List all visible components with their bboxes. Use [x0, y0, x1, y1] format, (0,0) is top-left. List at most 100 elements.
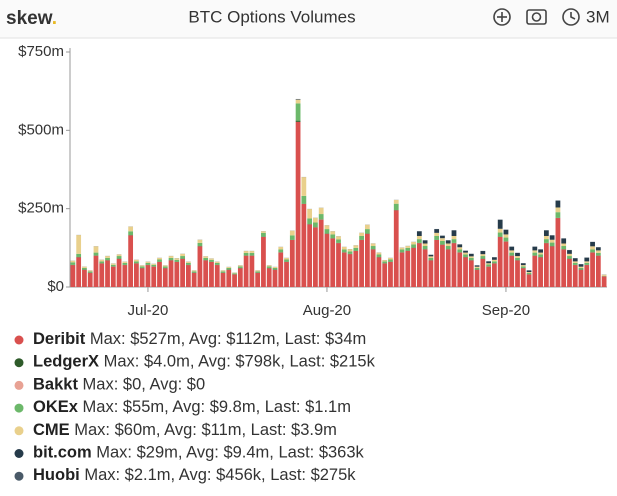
bar-segment: [555, 207, 561, 213]
bar-segment: [110, 264, 116, 267]
bar-segment: [301, 203, 307, 287]
bar-segment: [157, 257, 162, 260]
bar-segment: [289, 230, 295, 236]
bar-segment: [526, 270, 532, 273]
bar-segment: [480, 256, 486, 259]
bar-segment: [237, 266, 243, 268]
bar-segment: [203, 257, 209, 261]
bar-segment: [497, 219, 503, 229]
bar-segment: [99, 261, 105, 264]
bar-segment: [214, 265, 220, 287]
bar-segment: [503, 241, 509, 287]
bar-segment: [538, 252, 543, 255]
bar-segment: [543, 243, 549, 287]
legend-name: Bakkt: [33, 376, 78, 394]
camera-icon[interactable]: [526, 9, 547, 25]
bar-segment: [393, 203, 399, 210]
bar-segment: [99, 263, 105, 287]
bar-segment: [578, 266, 584, 268]
bar-segment: [134, 263, 139, 287]
bar-segment: [330, 238, 336, 287]
bar-segment: [214, 262, 220, 265]
bar-segment: [515, 257, 520, 261]
bar-segment: [180, 258, 185, 287]
bar-segment: [486, 261, 492, 264]
bar-segment: [451, 243, 457, 287]
bar-segment: [151, 266, 157, 287]
legend-name: CME: [33, 421, 70, 439]
bar-segment: [561, 246, 567, 250]
bar-segment: [353, 247, 359, 251]
legend-name: Deribit: [33, 330, 86, 348]
bar-segment: [538, 254, 543, 257]
bar-segment: [185, 261, 191, 263]
bar-segment: [468, 257, 474, 261]
bar-segment: [520, 266, 526, 268]
bar-segment: [128, 231, 134, 236]
bar-segment: [492, 257, 497, 260]
bar-segment: [416, 239, 422, 243]
bar-segment: [364, 224, 370, 230]
bar-segment: [313, 227, 318, 287]
bar-segment: [590, 246, 595, 250]
bar-segment: [353, 245, 359, 248]
bar-segment: [324, 233, 330, 287]
add-icon[interactable]: [493, 8, 511, 26]
bar-segment: [549, 246, 555, 287]
legend-swatch: [14, 335, 24, 345]
y-tick-label: $250m: [18, 200, 64, 217]
legend-entry: CME Max: $60m, Avg: $11m, Last: $3.9m: [33, 421, 337, 439]
bar-segment: [463, 257, 468, 287]
bar-segment: [313, 217, 318, 223]
bar-segment: [590, 252, 595, 287]
bar-segment: [393, 199, 399, 204]
bar-segment: [209, 259, 214, 262]
bar-segment: [376, 257, 382, 287]
bar-segment: [318, 219, 324, 287]
bar-segment: [243, 251, 249, 253]
bar-segment: [209, 261, 214, 287]
bar-segment: [451, 239, 457, 243]
bar-segment: [122, 262, 128, 265]
bar-segment: [336, 243, 341, 287]
bar-segment: [445, 249, 451, 287]
bar-segment: [492, 259, 497, 262]
bar-segment: [572, 262, 578, 265]
bar-segment: [87, 270, 93, 272]
bar-segment: [572, 258, 578, 262]
bar-segment: [382, 260, 388, 262]
bar-segment: [451, 230, 457, 236]
bar-segment: [122, 265, 128, 287]
legend-swatch: [14, 358, 24, 368]
bar-segment: [197, 239, 203, 243]
clock-icon[interactable]: [562, 8, 580, 26]
bar-segment: [261, 236, 266, 287]
legend-entry: OKEx Max: $55m, Avg: $9.8m, Last: $1.1m: [33, 398, 351, 416]
bar-segment: [595, 250, 601, 253]
bar-segment: [474, 269, 480, 287]
bar-segment: [243, 255, 249, 287]
bar-segment: [590, 241, 595, 247]
bar-segment: [428, 256, 434, 258]
bar-segment: [87, 271, 93, 273]
range-button[interactable]: 3M: [586, 7, 610, 26]
bar-segment: [243, 252, 249, 256]
bar-segment: [388, 261, 393, 287]
bar-segment: [509, 255, 515, 287]
legend-entry: Huobi Max: $2.1m, Avg: $456k, Last: $275…: [33, 467, 356, 485]
bar-segment: [474, 267, 480, 270]
bar-segment: [451, 235, 457, 240]
bar-segment: [93, 246, 99, 253]
bar-segment: [122, 261, 128, 263]
bar-segment: [509, 250, 515, 253]
legend-swatch: [14, 449, 24, 458]
bar-segment: [295, 103, 301, 121]
bar-segment: [388, 257, 393, 260]
bar-segment: [272, 267, 278, 270]
bar-segment: [382, 261, 388, 264]
bar-segment: [203, 256, 209, 258]
bar-segment: [330, 231, 336, 235]
bar-segment: [555, 218, 561, 287]
bar-segment: [237, 268, 243, 287]
bar-segment: [220, 272, 226, 287]
